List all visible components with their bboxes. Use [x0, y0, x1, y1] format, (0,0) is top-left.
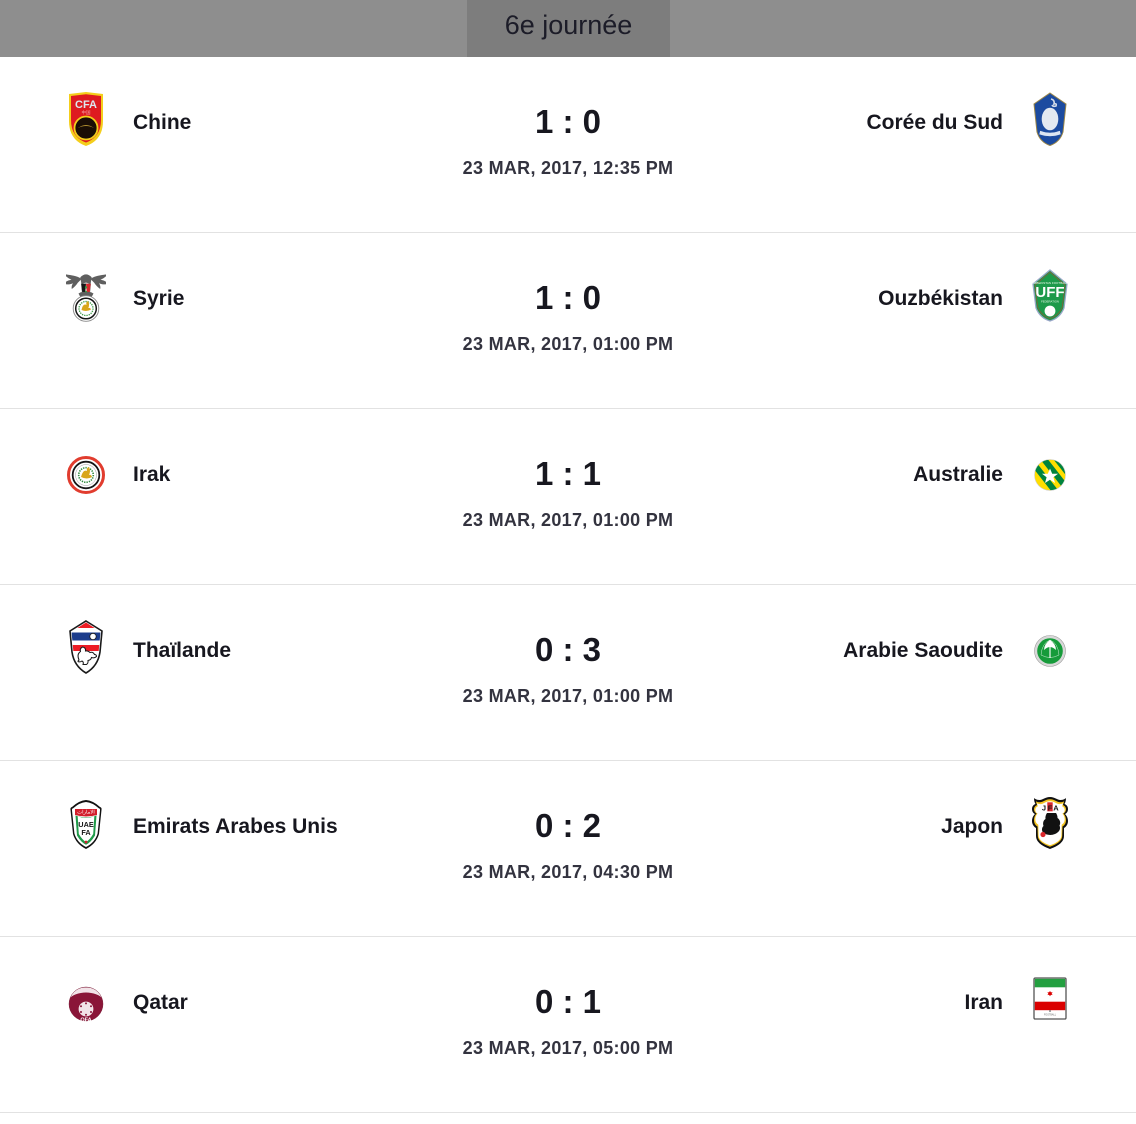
svg-text:UFF: UFF — [1035, 284, 1064, 301]
svg-text:FEDERATION: FEDERATION — [1041, 300, 1059, 304]
svg-text:FOOTBALL: FOOTBALL — [1044, 1013, 1057, 1016]
svg-text:A: A — [1053, 804, 1059, 813]
svg-text:J: J — [1042, 804, 1046, 813]
svg-text:F: F — [1048, 804, 1053, 813]
